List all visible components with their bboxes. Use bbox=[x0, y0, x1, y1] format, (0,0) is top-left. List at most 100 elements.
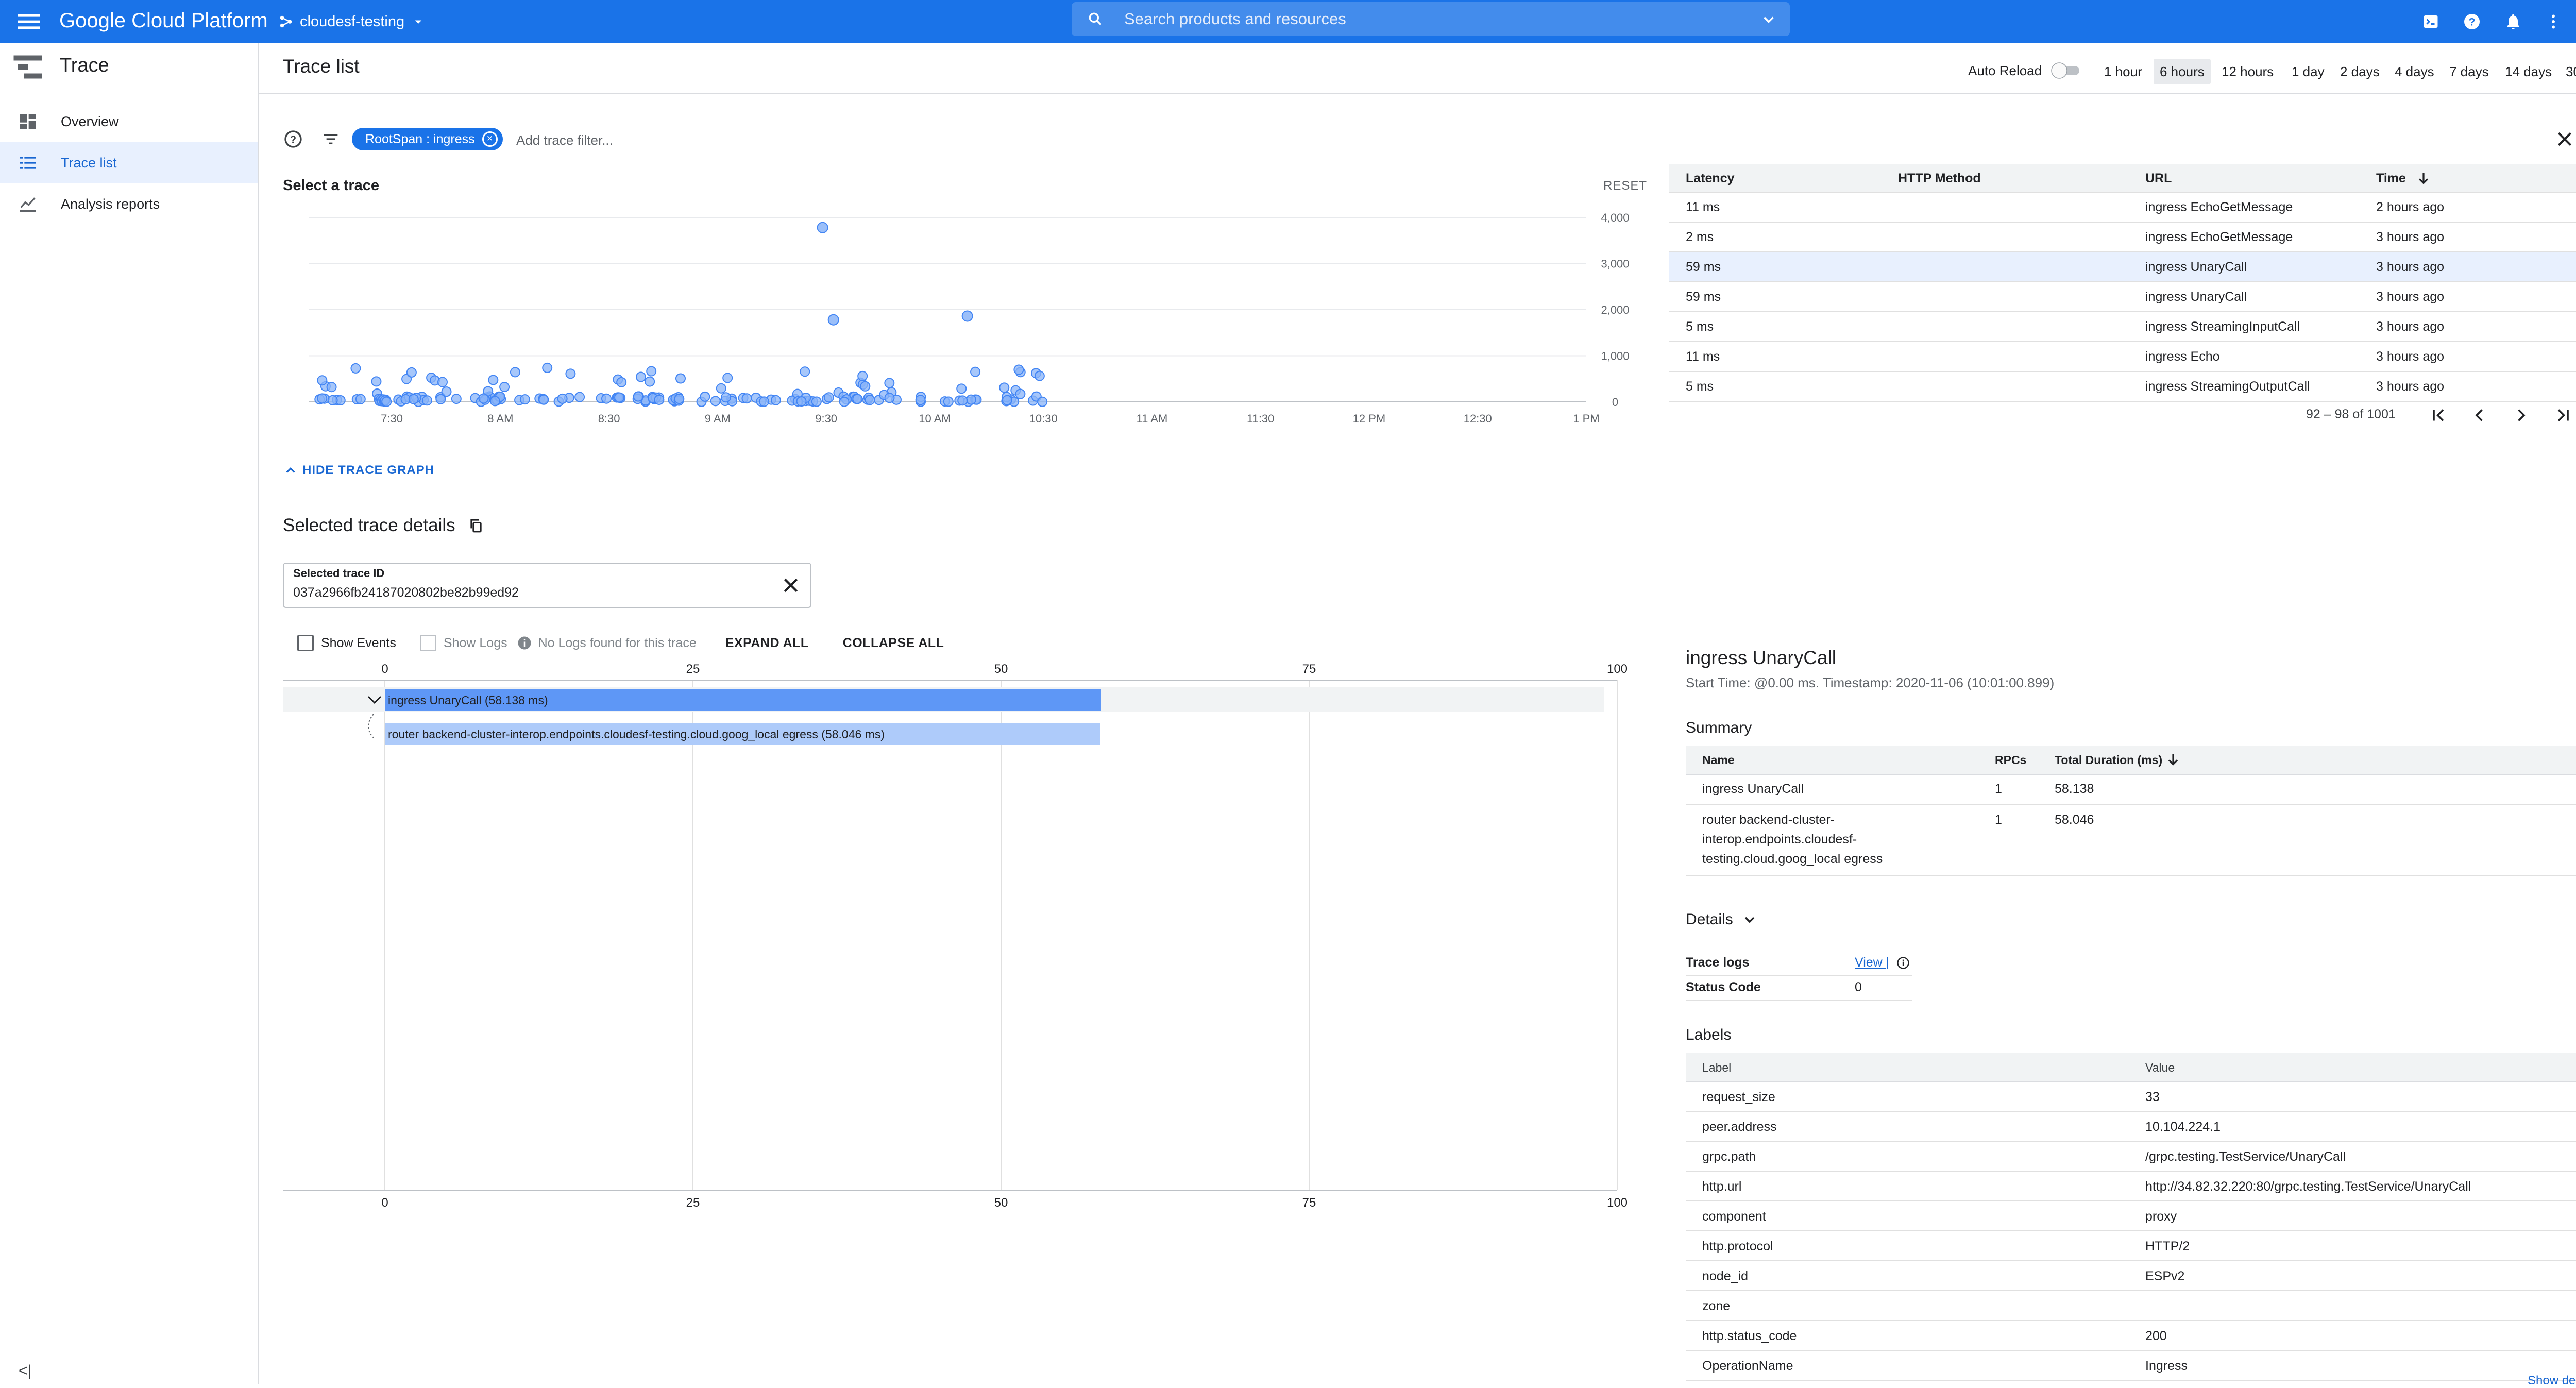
sidebar-item-analysis-reports[interactable]: Analysis reports bbox=[0, 183, 258, 225]
next-page-icon[interactable] bbox=[2509, 403, 2533, 427]
reset-zoom-button[interactable]: RESET bbox=[1603, 179, 1648, 193]
table-row[interactable]: 5 ms ingress StreamingInputCall 3 hours … bbox=[1669, 312, 2576, 342]
auto-reload-toggle[interactable] bbox=[2050, 62, 2082, 79]
table-row[interactable]: 59 ms ingress UnaryCall 3 hours ago bbox=[1669, 282, 2576, 312]
collapse-nav-button[interactable]: <| bbox=[19, 1362, 32, 1379]
sidebar-item-trace-list[interactable]: Trace list bbox=[0, 142, 258, 183]
column-time[interactable]: Time bbox=[2376, 171, 2406, 185]
data-point-outlier bbox=[817, 222, 828, 233]
table-row[interactable]: 11 ms ingress EchoGetMessage 2 hours ago bbox=[1669, 193, 2576, 223]
range-2-days[interactable]: 2 days bbox=[2340, 64, 2380, 79]
data-point bbox=[800, 366, 810, 377]
show-logs-checkbox[interactable] bbox=[419, 635, 436, 651]
search-input[interactable] bbox=[1123, 6, 1731, 32]
product-title[interactable]: Google Cloud Platform bbox=[59, 9, 268, 32]
search-expand-icon[interactable] bbox=[1760, 11, 1777, 28]
summary-row: ingress UnaryCall 1 58.138 bbox=[1686, 775, 2576, 805]
range-4-days[interactable]: 4 days bbox=[2395, 64, 2434, 79]
waterfall-top-tick: 25 bbox=[686, 662, 700, 676]
table-row[interactable]: 11 ms ingress Echo 3 hours ago bbox=[1669, 342, 2576, 372]
show-events-checkbox[interactable] bbox=[297, 635, 314, 651]
filter-help-icon[interactable]: ? bbox=[283, 129, 303, 149]
table-row[interactable]: 2 ms ingress EchoGetMessage 3 hours ago bbox=[1669, 223, 2576, 252]
label-row: OperationName Ingress bbox=[1686, 1351, 2576, 1381]
row-url: ingress EchoGetMessage bbox=[2145, 230, 2293, 244]
more-vert-icon[interactable] bbox=[2539, 7, 2568, 36]
expand-all-button[interactable]: EXPAND ALL bbox=[725, 635, 809, 650]
info-outline-icon[interactable] bbox=[1896, 956, 1910, 970]
table-row[interactable]: 5 ms ingress StreamingOutputCall 3 hours… bbox=[1669, 372, 2576, 402]
column-rpcs[interactable]: RPCs bbox=[1995, 753, 2027, 767]
hamburger-menu-icon[interactable] bbox=[14, 7, 43, 36]
column-latency[interactable]: Latency bbox=[1686, 171, 1735, 185]
label-key: http.url bbox=[1702, 1179, 1742, 1194]
filter-chip[interactable]: RootSpan : ingress × bbox=[352, 128, 503, 150]
selected-trace-details-heading: Selected trace details bbox=[283, 515, 484, 536]
remove-chip-icon[interactable]: × bbox=[482, 131, 498, 147]
list-icon bbox=[18, 153, 38, 173]
last-page-icon[interactable] bbox=[2551, 403, 2575, 427]
data-point bbox=[542, 362, 553, 373]
copy-icon[interactable] bbox=[468, 517, 484, 534]
range-12-hours[interactable]: 12 hours bbox=[2222, 64, 2274, 79]
clear-trace-id-icon[interactable] bbox=[781, 575, 801, 596]
collapse-all-button[interactable]: COLLAPSE ALL bbox=[842, 635, 944, 650]
range-6-hours[interactable]: 6 hours bbox=[2154, 59, 2211, 84]
hide-trace-graph-button[interactable]: HIDE TRACE GRAPH bbox=[283, 463, 434, 478]
labels-table: Label Value request_size 33 peer.address 1… bbox=[1686, 1053, 2576, 1381]
column-label[interactable]: Label bbox=[1702, 1061, 1732, 1074]
row-latency: 11 ms bbox=[1686, 349, 1720, 364]
filter-list-icon[interactable] bbox=[320, 129, 341, 149]
view-logs-link[interactable]: View | bbox=[1855, 955, 1890, 970]
x-tick-label: 9:30 bbox=[815, 412, 837, 425]
show-logs-label: Show Logs bbox=[443, 635, 507, 650]
column-url[interactable]: URL bbox=[2145, 171, 2172, 185]
show-debug-view-link[interactable]: Show debug view bbox=[2528, 1374, 2576, 1387]
show-events-label: Show Events bbox=[321, 635, 396, 650]
top-app-bar: Google Cloud Platform cloudesf-testing ? bbox=[0, 0, 2576, 43]
data-point bbox=[720, 392, 731, 403]
notifications-icon[interactable] bbox=[2499, 7, 2528, 36]
sidebar-item-label: Overview bbox=[61, 113, 119, 129]
dashboard-icon bbox=[18, 111, 38, 132]
first-page-icon[interactable] bbox=[2427, 403, 2450, 427]
sidebar-item-overview[interactable]: Overview bbox=[0, 101, 258, 142]
trace-id-value[interactable]: 037a2966fb24187020802be82b99ed92 bbox=[293, 585, 519, 600]
svg-text:?: ? bbox=[290, 134, 296, 146]
trace-waterfall-chart[interactable]: 0 0 25 25 50 50 75 75 100 100 ingress UnaryCall (5… bbox=[283, 657, 1633, 1214]
column-value[interactable]: Value bbox=[2145, 1061, 2175, 1074]
column-http-method[interactable]: HTTP Method bbox=[1898, 171, 1981, 185]
sort-arrow-down-icon[interactable] bbox=[2415, 170, 2432, 187]
label-value: 33 bbox=[2145, 1090, 2160, 1104]
sort-arrow-down-icon[interactable] bbox=[2165, 751, 2181, 768]
trace-options-row: Show Events Show Logs No Logs found for … bbox=[297, 633, 944, 653]
range-1-day[interactable]: 1 day bbox=[2292, 64, 2325, 79]
expand-chevron-icon[interactable] bbox=[367, 696, 382, 704]
column-total-duration[interactable]: Total Duration (ms) bbox=[2055, 753, 2163, 767]
data-point bbox=[811, 396, 822, 407]
range-30-days[interactable]: 30 days bbox=[2566, 64, 2576, 79]
search-box[interactable] bbox=[1072, 2, 1790, 36]
span-bar bbox=[385, 689, 1101, 711]
project-selector[interactable]: cloudesf-testing bbox=[278, 7, 426, 36]
trace-list-table: Latency HTTP Method URL Time 11 ms ingre… bbox=[1669, 164, 2576, 402]
range-7-days[interactable]: 7 days bbox=[2449, 64, 2489, 79]
column-name[interactable]: Name bbox=[1702, 753, 1735, 767]
data-point bbox=[435, 394, 446, 404]
range-14-days[interactable]: 14 days bbox=[2505, 64, 2552, 79]
data-point bbox=[796, 396, 807, 407]
details-section-toggle[interactable]: Details bbox=[1686, 911, 1758, 928]
help-icon[interactable]: ? bbox=[2458, 7, 2486, 36]
data-point bbox=[654, 394, 665, 405]
trace-id-field[interactable]: Selected trace ID 037a2966fb24187020802b… bbox=[283, 563, 811, 608]
cloud-shell-icon[interactable] bbox=[2416, 7, 2445, 36]
close-filter-icon[interactable] bbox=[2554, 129, 2575, 149]
previous-page-icon[interactable] bbox=[2468, 403, 2492, 427]
data-point bbox=[422, 395, 433, 406]
latency-scatter-chart[interactable]: 0 1,000 2,000 3,000 4,000 7:30 8 AM 8:30 9 AM 9:3… bbox=[283, 206, 1648, 433]
table-row-selected[interactable]: 59 ms ingress UnaryCall 3 hours ago bbox=[1669, 252, 2576, 282]
range-1-hour[interactable]: 1 hour bbox=[2104, 64, 2142, 79]
trace-filter-input[interactable] bbox=[515, 129, 1236, 151]
row-time: 3 hours ago bbox=[2376, 349, 2445, 364]
label-key: OperationName bbox=[1702, 1359, 1793, 1373]
